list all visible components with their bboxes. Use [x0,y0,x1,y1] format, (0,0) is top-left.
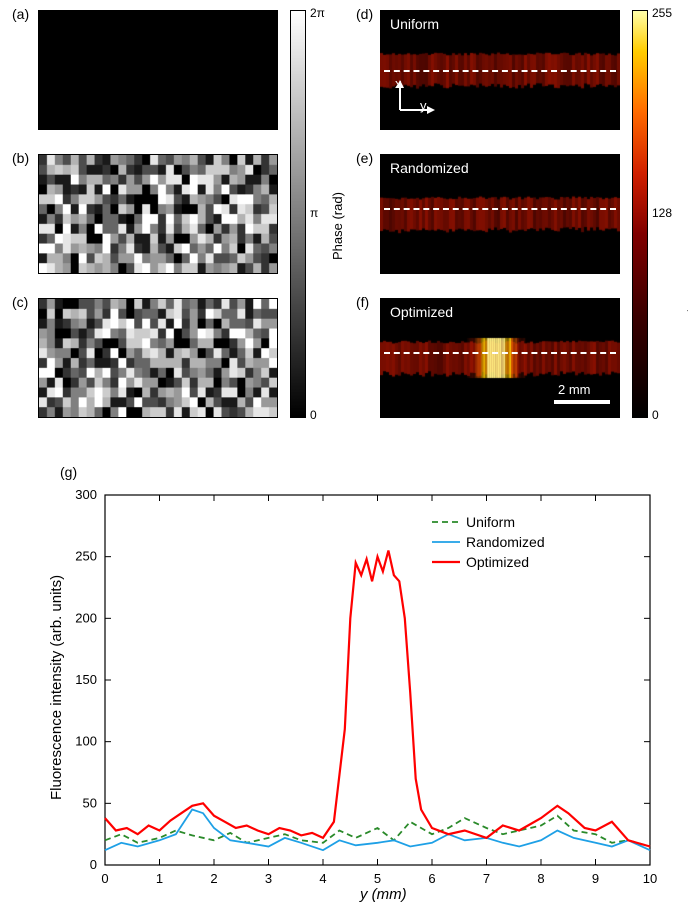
panel-d-overlay: Uniform [390,16,439,32]
svg-text:100: 100 [75,734,97,749]
svg-text:6: 6 [428,871,435,886]
x-axis-label: y (mm) [360,886,407,903]
phase-cbar-tick-mid: π [310,206,318,220]
phase-colorbar [290,10,306,418]
panel-e-label: (e) [356,150,373,166]
panel-b-label: (b) [12,150,29,166]
fluo-cbar-tick-mid: 128 [652,206,672,220]
phase-cbar-label: Phase (rad) [330,192,345,260]
legend-label: Randomized [466,534,545,550]
svg-text:300: 300 [75,487,97,502]
panel-c-phase-map [38,298,278,418]
panel-f-dashed-line [384,352,616,354]
legend-label: Optimized [466,554,529,570]
svg-text:200: 200 [75,610,97,625]
x-axis-label-text: y (mm) [360,886,407,903]
phase-cbar-tick-top: 2π [310,6,325,20]
svg-text:4: 4 [319,871,326,886]
svg-text:10: 10 [643,871,657,886]
svg-text:150: 150 [75,672,97,687]
chart-plot: 012345678910050100150200250300 [0,460,688,905]
svg-text:2: 2 [210,871,217,886]
panel-e-overlay: Randomized [390,160,469,176]
legend-item: Randomized [432,534,545,550]
legend-label: Uniform [466,514,515,530]
svg-text:3: 3 [265,871,272,886]
panel-c-label: (c) [12,294,28,310]
fluo-cbar-tick-bot: 0 [652,408,659,422]
y-axis-label: Fluorescence intensity (arb. units) [48,575,65,800]
legend-item: Uniform [432,514,545,530]
svg-text:50: 50 [83,795,97,810]
legend: Uniform Randomized Optimized [432,514,545,574]
panel-a-phase-map [38,10,278,130]
panel-d-dashed-line [384,70,616,72]
svg-text:8: 8 [537,871,544,886]
svg-text:0: 0 [101,871,108,886]
scalebar-text: 2 mm [558,382,591,397]
axis-x-label: x [395,76,402,91]
panel-f-overlay: Optimized [390,304,453,320]
fluo-colorbar [632,10,648,418]
fluo-cbar-tick-top: 255 [652,6,672,20]
svg-text:1: 1 [156,871,163,886]
svg-text:5: 5 [374,871,381,886]
panel-b-phase-map [38,154,278,274]
phase-cbar-tick-bot: 0 [310,408,317,422]
svg-text:9: 9 [592,871,599,886]
panel-e-dashed-line [384,208,616,210]
legend-item: Optimized [432,554,545,570]
panel-a-label: (a) [12,6,29,22]
panel-d-label: (d) [356,6,373,22]
axis-y-label: y [420,98,427,113]
svg-text:7: 7 [483,871,490,886]
scalebar [554,400,610,404]
panel-f-label: (f) [356,294,369,310]
svg-text:0: 0 [90,857,97,872]
svg-text:250: 250 [75,549,97,564]
